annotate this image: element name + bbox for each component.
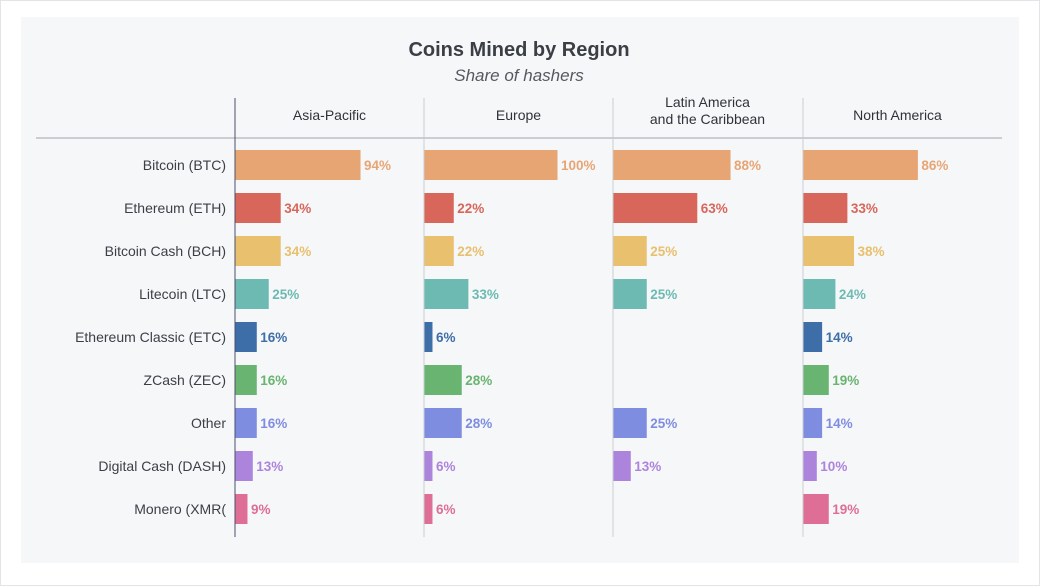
bar xyxy=(424,193,454,223)
data-label: 94% xyxy=(364,158,391,173)
bar xyxy=(803,279,836,309)
data-label: 6% xyxy=(436,459,456,474)
data-label: 16% xyxy=(260,416,287,431)
data-label: 6% xyxy=(436,502,456,517)
bar xyxy=(613,279,647,309)
bar xyxy=(613,408,647,438)
bar xyxy=(235,279,269,309)
bar xyxy=(803,494,829,524)
bar xyxy=(803,150,918,180)
category-label: Ethereum (ETH) xyxy=(124,200,226,216)
bar xyxy=(613,236,647,266)
bar xyxy=(235,236,281,266)
category-label: Monero (XMR( xyxy=(134,501,226,517)
bar xyxy=(424,150,558,180)
category-label: Bitcoin (BTC) xyxy=(143,157,226,173)
bar xyxy=(424,451,433,481)
data-label: 14% xyxy=(826,416,853,431)
region-header: Latin America and the Caribbean xyxy=(650,94,765,127)
bar xyxy=(424,322,433,352)
data-label: 13% xyxy=(256,459,283,474)
bar xyxy=(613,150,731,180)
data-label: 10% xyxy=(820,459,847,474)
region-header: Europe xyxy=(496,107,541,123)
data-label: 28% xyxy=(465,373,492,388)
category-label: Bitcoin Cash (BCH) xyxy=(105,243,226,259)
data-label: 13% xyxy=(634,459,661,474)
category-label: ZCash (ZEC) xyxy=(144,372,226,388)
data-label: 25% xyxy=(272,287,299,302)
data-label: 14% xyxy=(826,330,853,345)
bar xyxy=(803,365,829,395)
data-label: 28% xyxy=(465,416,492,431)
bar xyxy=(803,322,823,352)
data-label: 22% xyxy=(457,201,484,216)
bar xyxy=(803,193,848,223)
data-label: 9% xyxy=(251,502,271,517)
bar xyxy=(235,408,257,438)
data-label: 100% xyxy=(561,158,596,173)
chart-subtitle: Share of hashers xyxy=(454,66,584,85)
bar xyxy=(424,279,469,309)
data-label: 38% xyxy=(858,244,885,259)
data-label: 22% xyxy=(457,244,484,259)
data-label: 25% xyxy=(650,244,677,259)
region-header: Asia-Pacific xyxy=(293,107,366,123)
data-label: 19% xyxy=(832,373,859,388)
bar xyxy=(424,494,433,524)
data-label: 25% xyxy=(650,416,677,431)
chart-panel xyxy=(21,17,1019,563)
category-label: Litecoin (LTC) xyxy=(139,286,226,302)
data-label: 6% xyxy=(436,330,456,345)
data-label: 34% xyxy=(284,244,311,259)
data-label: 34% xyxy=(284,201,311,216)
bar xyxy=(424,408,462,438)
data-label: 33% xyxy=(472,287,499,302)
data-label: 24% xyxy=(839,287,866,302)
category-label: Digital Cash (DASH) xyxy=(98,458,226,474)
data-label: 19% xyxy=(832,502,859,517)
bar xyxy=(613,451,631,481)
category-label: Ethereum Classic (ETC) xyxy=(75,329,226,345)
data-label: 25% xyxy=(650,287,677,302)
bar xyxy=(235,494,248,524)
data-label: 16% xyxy=(260,330,287,345)
bar xyxy=(235,451,253,481)
bar xyxy=(803,236,855,266)
data-label: 86% xyxy=(921,158,948,173)
bar xyxy=(235,365,257,395)
bar xyxy=(424,365,462,395)
bar xyxy=(424,236,454,266)
bar xyxy=(613,193,698,223)
bar xyxy=(235,193,281,223)
data-label: 16% xyxy=(260,373,287,388)
data-label: 88% xyxy=(734,158,761,173)
category-label: Other xyxy=(191,415,226,431)
bar xyxy=(235,322,257,352)
data-label: 33% xyxy=(851,201,878,216)
region-header: North America xyxy=(853,107,942,123)
data-label: 63% xyxy=(701,201,728,216)
chart-title: Coins Mined by Region xyxy=(408,39,629,61)
bar xyxy=(803,451,817,481)
bar xyxy=(803,408,823,438)
bar xyxy=(235,150,361,180)
